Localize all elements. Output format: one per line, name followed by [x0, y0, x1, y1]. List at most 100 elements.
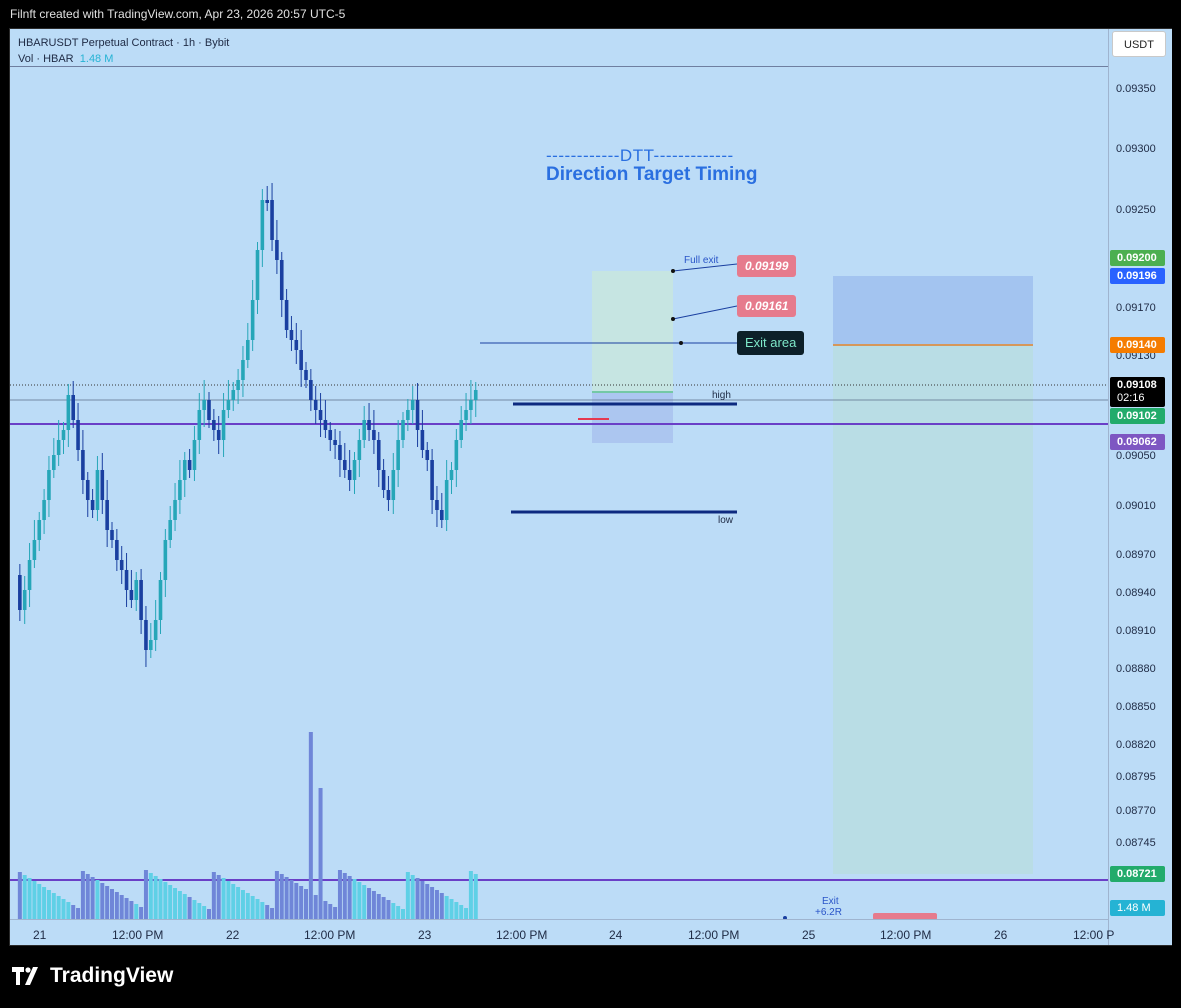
volume-bar [85, 874, 90, 919]
candle-body [367, 420, 371, 430]
volume-bar [182, 894, 187, 919]
candle-body [22, 590, 27, 610]
volume-bar [153, 876, 158, 919]
candle-body [110, 530, 114, 540]
volume-bar [473, 874, 478, 919]
volume-bar [328, 904, 333, 919]
volume-bar [371, 891, 376, 919]
exit-area-tag[interactable]: Exit area [737, 331, 805, 355]
volume-bar [415, 878, 420, 919]
candle-body [299, 350, 303, 370]
volume-bar [255, 899, 260, 919]
volume-bar [46, 890, 51, 919]
volume-bar [342, 873, 347, 919]
candle-body [435, 500, 439, 510]
exit-r-label: Exit [822, 896, 839, 907]
volume-bar [168, 885, 173, 919]
candle-body [410, 400, 415, 410]
candle-body [420, 430, 425, 450]
volume-bar [430, 887, 435, 919]
volume-bar [129, 901, 134, 919]
price-axis[interactable] [1108, 29, 1172, 945]
candle-body [207, 400, 211, 420]
volume-legend: Vol · HBAR 1.48 M [18, 51, 229, 67]
candle-body [372, 430, 376, 440]
volume-bar [226, 881, 231, 919]
price-tick-label: 0.09250 [1116, 204, 1156, 216]
volume-bar [216, 875, 221, 919]
volume-bar [173, 888, 178, 919]
volume-bar [211, 872, 216, 919]
price-tick-label: 0.08770 [1116, 805, 1156, 817]
target-tag-9161[interactable]: 0.09161 [737, 295, 797, 317]
price-tick-label: 0.08850 [1116, 701, 1156, 713]
candle-body [115, 540, 119, 560]
candle-body [100, 470, 105, 500]
candle-body [236, 380, 240, 390]
candle-body [391, 470, 396, 500]
price-tick-label: 0.08880 [1116, 663, 1156, 675]
candle-body [71, 395, 75, 420]
tradingview-logo[interactable]: TradingView [12, 964, 173, 988]
price-tick-label: 0.09050 [1116, 450, 1156, 462]
volume-bar [333, 907, 338, 919]
candle-body [304, 370, 308, 380]
candle-body [81, 450, 85, 480]
candle-body [76, 420, 80, 450]
price-tick-label: 0.08795 [1116, 771, 1156, 783]
volume-bar [163, 882, 168, 919]
volume-bar [236, 887, 241, 919]
currency-button[interactable]: USDT [1112, 31, 1166, 57]
candle-body [37, 520, 42, 540]
time-axis[interactable] [10, 919, 1108, 946]
time-tick-label: 12:00 PM [688, 928, 740, 942]
exit-marker-red [873, 913, 937, 920]
candle-body [444, 480, 449, 520]
candle-body [401, 420, 405, 440]
price-tick-label: 0.09170 [1116, 302, 1156, 314]
candle-body [61, 430, 66, 440]
time-tick-label: 12:00 PM [880, 928, 932, 942]
volume-bar [425, 884, 430, 919]
candle-body [279, 260, 284, 300]
time-tick-label: 22 [226, 928, 240, 942]
exit-r-value: +6.2R [815, 907, 842, 918]
volume-bar [110, 889, 114, 919]
time-tick-label: 12:00 PM [304, 928, 356, 942]
volume-bar [434, 890, 439, 919]
full-exit-label: Full exit [684, 255, 719, 266]
volume-bar [386, 900, 391, 919]
volume-bar [100, 883, 105, 919]
candle-body [396, 440, 400, 470]
price-tick-label: 0.08820 [1116, 739, 1156, 751]
volume-bar [308, 732, 313, 919]
tradingview-logo-icon [12, 967, 38, 985]
candle-body [459, 420, 463, 440]
candle-body [47, 470, 51, 500]
candle-body [197, 410, 202, 440]
candle-body [119, 560, 124, 570]
price-badge-9200: 0.09200 [1110, 250, 1165, 266]
target-tag-9199[interactable]: 0.09199 [737, 255, 797, 277]
volume-bar [143, 870, 148, 919]
volume-series [17, 732, 478, 919]
candle-body [275, 240, 279, 260]
candle-body [260, 200, 265, 250]
candle-body [129, 590, 134, 600]
volume-bar [357, 882, 362, 919]
candle-body [289, 330, 294, 340]
exit-area-dot [679, 341, 683, 345]
candle-body [168, 520, 172, 540]
candle-body [313, 400, 318, 410]
volume-bar [27, 878, 32, 919]
volume-label: Vol · HBAR [18, 53, 74, 65]
candle-body [386, 490, 391, 500]
volume-value: 1.48 M [79, 53, 114, 65]
low-label: low [718, 515, 734, 526]
candle-body [149, 640, 153, 650]
symbol-title[interactable]: HBARUSDT Perpetual Contract · 1h · Bybit [18, 37, 230, 49]
volume-bar [337, 870, 342, 919]
price-tick-label: 0.09130 [1116, 350, 1156, 362]
target-zone-green [592, 271, 673, 393]
